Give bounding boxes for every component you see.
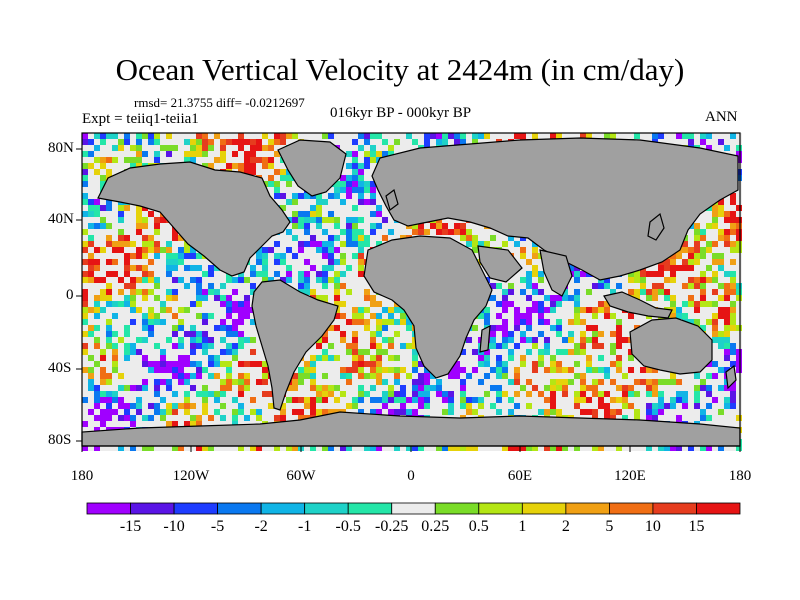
colorbar-label: 1 — [518, 518, 527, 535]
colorbar-swatch — [260, 502, 306, 515]
landmass-eurasia — [371, 137, 739, 281]
colorbar-swatch — [173, 502, 218, 515]
colorbar-label: -2 — [254, 518, 268, 535]
colorbar-label: -15 — [119, 518, 142, 535]
lon-tick-label: 0 — [407, 468, 415, 484]
period-label: 016kyr BP - 000kyr BP — [330, 105, 472, 121]
colorbar-label: 5 — [605, 518, 614, 535]
axis-ticks — [76, 148, 741, 452]
landmass-africa — [363, 235, 493, 379]
map-title: Ocean Vertical Velocity at 2424m (in cm/… — [115, 52, 685, 87]
colorbar-swatch — [609, 502, 654, 515]
colorbar-label: -10 — [163, 518, 185, 535]
lon-tick-label: 120W — [172, 468, 210, 484]
lat-tick-label: 80S — [48, 432, 72, 448]
colorbar-label: -5 — [210, 518, 225, 535]
lat-tick-label: 40N — [48, 211, 74, 227]
colorbar-swatch — [86, 502, 131, 515]
colorbar-swatch — [130, 502, 175, 515]
landmass-greenland — [277, 139, 347, 197]
landmass-britain — [385, 188, 399, 212]
colorbar-label: 2 — [561, 518, 570, 535]
lon-tick-label: 180 — [728, 468, 752, 484]
colorbar-swatch — [217, 502, 262, 515]
lat-tick-label: 0 — [66, 287, 74, 303]
colorbar-label: -0.25 — [375, 518, 409, 535]
lon-tick-label: 60E — [507, 468, 533, 484]
colorbar-swatch — [652, 502, 697, 515]
land-mask — [81, 137, 741, 447]
landmass-indonesia — [603, 291, 673, 319]
lat-tick-label: 40S — [48, 360, 72, 376]
lon-tick-label: 180 — [70, 468, 94, 484]
landmass-australia — [629, 317, 713, 375]
landmass-japan — [647, 212, 665, 241]
season-label: ANN — [705, 109, 738, 125]
colorbar-swatch — [347, 502, 393, 515]
landmass-india — [539, 249, 573, 297]
colorbar-swatch — [696, 502, 741, 515]
colorbar-label: 0.25 — [421, 518, 450, 535]
landmass-arabia — [477, 245, 523, 283]
colorbar-swatch — [391, 502, 436, 515]
experiment-label: Expt = teiiq1-teiia1 — [82, 111, 199, 127]
stats-text: rmsd= 21.3755 diff= -0.0212697 — [134, 95, 305, 110]
colorbar-swatch — [521, 502, 567, 515]
colorbar-label: 15 — [688, 518, 705, 535]
colorbar-swatch — [434, 502, 480, 515]
colorbar-swatch — [304, 502, 349, 515]
colorbar-label: -1 — [297, 518, 312, 535]
lon-tick-label: 60W — [286, 468, 316, 484]
landmass-madagascar — [479, 324, 491, 353]
landmass-north-america — [97, 161, 291, 277]
lon-tick-label: 120E — [614, 468, 646, 484]
colorbar-label: -0.5 — [335, 518, 361, 535]
colorbar-label: 0.5 — [468, 518, 489, 535]
landmass-new-zealand — [725, 364, 737, 390]
landmass-antarctica — [81, 411, 741, 447]
landmass-south-america — [251, 279, 339, 411]
colorbar-label: 10 — [644, 518, 661, 535]
lat-tick-label: 80N — [48, 140, 74, 156]
colorbar-swatch — [565, 502, 610, 515]
colorbar-swatch — [478, 502, 523, 515]
